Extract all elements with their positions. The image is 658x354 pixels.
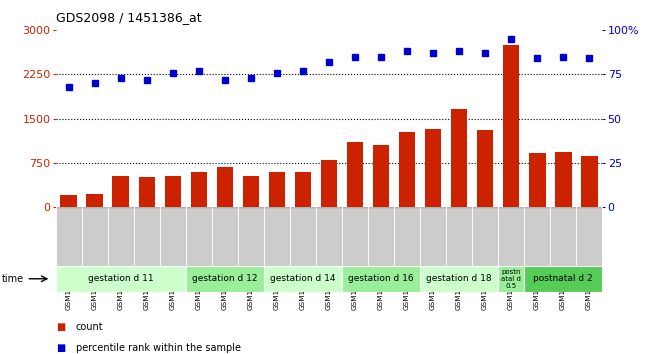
- Text: postnatal d 2: postnatal d 2: [533, 274, 593, 283]
- Text: time: time: [2, 274, 24, 284]
- Bar: [580, 156, 597, 207]
- Bar: [524, 266, 602, 292]
- Bar: [61, 195, 78, 207]
- Bar: [191, 172, 207, 207]
- Bar: [268, 172, 286, 207]
- Bar: [476, 130, 494, 207]
- Text: postn
atal d
0.5: postn atal d 0.5: [501, 269, 521, 289]
- Bar: [424, 129, 442, 207]
- Text: percentile rank within the sample: percentile rank within the sample: [76, 343, 241, 353]
- Text: ■: ■: [56, 343, 65, 353]
- Bar: [372, 145, 390, 207]
- Bar: [347, 142, 363, 207]
- Bar: [555, 152, 572, 207]
- Bar: [295, 172, 311, 207]
- Bar: [264, 266, 342, 292]
- Bar: [320, 160, 338, 207]
- Bar: [503, 45, 520, 207]
- Bar: [342, 266, 420, 292]
- Text: gestation d 18: gestation d 18: [426, 274, 492, 283]
- Bar: [56, 266, 186, 292]
- Bar: [498, 266, 524, 292]
- Text: ■: ■: [56, 322, 65, 332]
- Bar: [216, 167, 234, 207]
- Bar: [138, 177, 155, 207]
- Text: gestation d 12: gestation d 12: [192, 274, 258, 283]
- Bar: [399, 132, 415, 207]
- Text: gestation d 11: gestation d 11: [88, 274, 154, 283]
- Bar: [528, 153, 545, 207]
- Text: gestation d 16: gestation d 16: [348, 274, 414, 283]
- Bar: [186, 266, 264, 292]
- Bar: [243, 176, 259, 207]
- Bar: [113, 176, 130, 207]
- Bar: [451, 109, 467, 207]
- Bar: [420, 266, 498, 292]
- Text: GDS2098 / 1451386_at: GDS2098 / 1451386_at: [56, 11, 201, 24]
- Bar: [86, 194, 103, 207]
- Text: gestation d 14: gestation d 14: [270, 274, 336, 283]
- Bar: [164, 176, 182, 207]
- Text: count: count: [76, 322, 103, 332]
